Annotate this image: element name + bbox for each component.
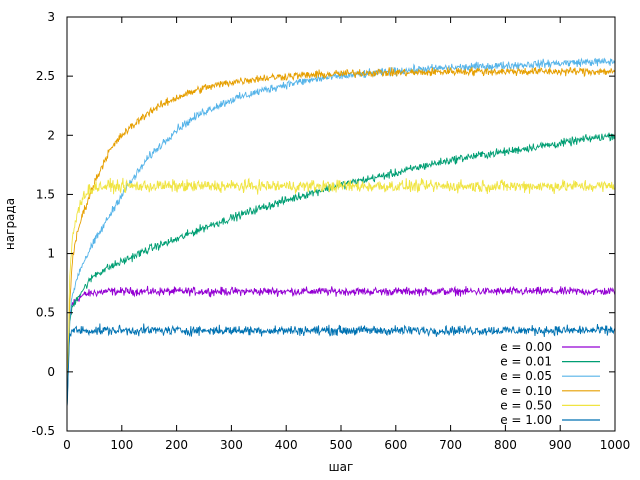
y-tick-label: 2.5 [36,69,55,83]
legend-label: e = 0.50 [500,398,552,412]
x-tick-label: 800 [494,438,517,452]
x-tick-label: 300 [220,438,243,452]
x-tick-label: 100 [110,438,133,452]
legend-label: e = 0.10 [500,384,552,398]
x-axis-label: шаг [329,460,354,474]
legend-label: e = 1.00 [500,413,552,427]
x-tick-label: 1000 [600,438,631,452]
series-line-0 [66,285,616,408]
y-tick-label: 0 [47,365,55,379]
series-layer [66,57,616,408]
y-tick-label: -0.5 [32,424,55,438]
x-tick-label: 600 [384,438,407,452]
ticks-layer: 0 100 200 300 400 500 600 700 800 900 1000 -0.5 0 0.5… [32,10,631,452]
y-tick-label: 0.5 [36,306,55,320]
x-tick-label: 200 [165,438,188,452]
x-tick-label: 700 [439,438,462,452]
legend-label: e = 0.05 [500,369,552,383]
series-line-3 [66,66,616,408]
legend: e = 0.00e = 0.01e = 0.05e = 0.10e = 0.50… [500,340,600,427]
x-tick-label: 400 [275,438,298,452]
x-tick-label: 0 [63,438,71,452]
y-tick-label: 2 [47,128,55,142]
series-line-5 [66,323,616,408]
series-line-4 [66,177,616,408]
y-axis-label: награда [3,198,17,250]
y-tick-label: 1.5 [36,187,55,201]
x-tick-label: 900 [549,438,572,452]
legend-label: e = 0.01 [500,355,552,369]
x-tick-label: 500 [330,438,353,452]
y-tick-label: 3 [47,10,55,24]
y-tick-label: 1 [47,247,55,261]
legend-label: e = 0.00 [500,340,552,354]
